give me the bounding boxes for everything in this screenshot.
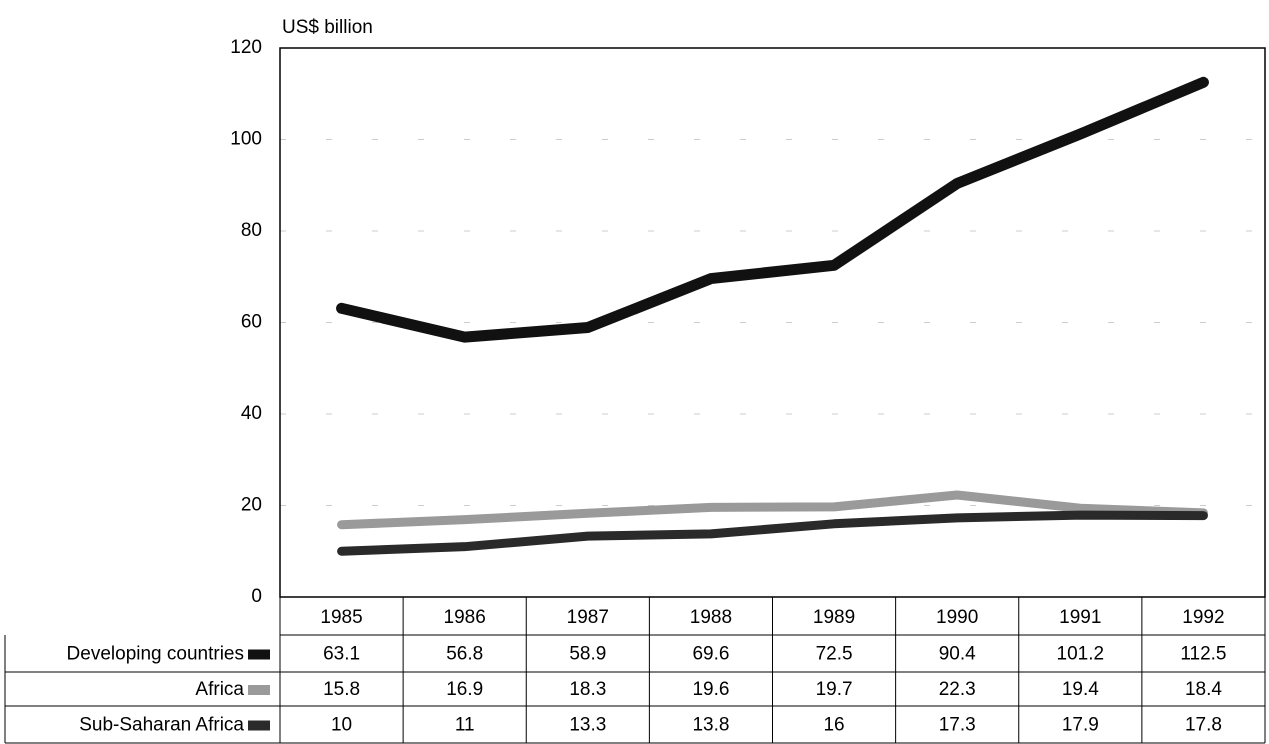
y-tick-label: 100: [230, 129, 262, 150]
y-axis-label: US$ billion: [282, 17, 373, 38]
legend-swatch: [248, 649, 270, 660]
table-value: 63.1: [323, 644, 360, 665]
table-value: 13.3: [569, 715, 606, 736]
table-value: 10: [331, 715, 352, 736]
y-tick-label: 20: [241, 495, 262, 516]
x-tick-label: 1991: [1059, 607, 1101, 628]
table-value: 15.8: [323, 679, 360, 700]
table-value: 17.3: [939, 715, 976, 736]
legend-swatch: [248, 720, 270, 731]
table-value: 56.8: [446, 644, 483, 665]
table-value: 18.3: [569, 679, 606, 700]
x-tick-label: 1988: [690, 607, 732, 628]
table-value: 17.8: [1185, 715, 1222, 736]
y-tick-label: 60: [241, 312, 262, 333]
y-tick-label: 120: [230, 37, 262, 58]
table-value: 72.5: [816, 644, 853, 665]
table-value: 11: [455, 715, 475, 736]
x-tick-label: 1990: [936, 607, 978, 628]
y-tick-label: 40: [241, 403, 262, 424]
x-tick-label: 1989: [813, 607, 855, 628]
table-value: 16.9: [446, 679, 483, 700]
table-value: 13.8: [692, 715, 729, 736]
legend-label: Sub-Saharan Africa: [79, 715, 244, 736]
legend-label: Developing countries: [67, 644, 244, 665]
table-value: 22.3: [939, 679, 976, 700]
table-value: 101.2: [1057, 644, 1105, 665]
x-tick-label: 1986: [444, 607, 486, 628]
table-value: 17.9: [1062, 715, 1099, 736]
series-line: [337, 490, 1208, 530]
y-tick-label: 0: [251, 586, 262, 607]
x-tick-label: 1985: [320, 607, 362, 628]
series-line: [337, 510, 1208, 556]
table-value: 112.5: [1180, 644, 1226, 665]
x-tick-label: 1992: [1182, 607, 1224, 628]
x-tick-label: 1987: [567, 607, 609, 628]
table-value: 19.7: [816, 679, 853, 700]
table-value: 58.9: [569, 644, 606, 665]
legend-swatch: [248, 685, 270, 695]
table-value: 18.4: [1185, 679, 1222, 700]
y-tick-label: 80: [241, 220, 262, 241]
table-value: 19.6: [692, 679, 729, 700]
series-line: [336, 76, 1209, 343]
table-value: 16: [823, 715, 844, 736]
table-value: 19.4: [1062, 679, 1099, 700]
table-value: 90.4: [939, 644, 976, 665]
table-value: 69.6: [692, 644, 729, 665]
legend-label: Africa: [195, 679, 244, 700]
